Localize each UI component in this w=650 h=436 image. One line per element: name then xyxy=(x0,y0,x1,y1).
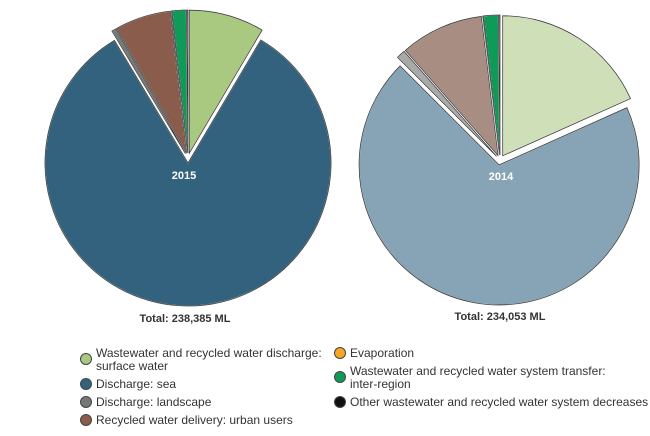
pie-slice-outline xyxy=(186,9,189,154)
pie-slice-outline xyxy=(404,15,499,157)
pie-slice-outline xyxy=(397,50,497,157)
pie-slice-outline xyxy=(502,15,632,157)
pie-total-label-2015: Total: 238,385 ML xyxy=(140,313,231,325)
pie-center-label-2014: 2014 xyxy=(489,171,514,183)
pie-slice-outline xyxy=(498,14,501,156)
pie-chart-2014 xyxy=(358,14,640,306)
pie-total-label-2014: Total: 234,053 ML xyxy=(455,311,546,323)
pie-slice-outline xyxy=(188,9,263,155)
pie-slice-outline xyxy=(358,65,640,306)
pie-slice-outline xyxy=(44,39,332,307)
pie-center-label-2015: 2015 xyxy=(172,170,196,182)
pie-slice-outline xyxy=(111,28,186,154)
pie-slice-outline xyxy=(116,10,187,154)
pie-chart-2015 xyxy=(44,9,332,307)
